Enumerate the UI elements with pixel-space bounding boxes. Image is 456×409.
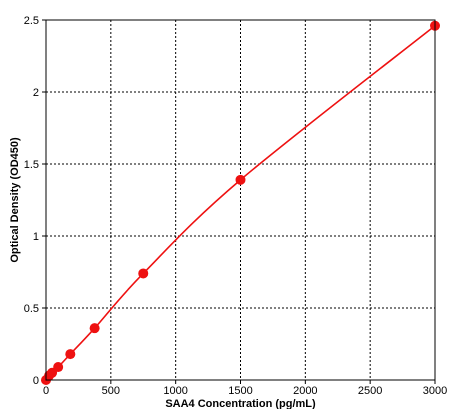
- grid: [46, 20, 435, 380]
- fit-curve-group: [45, 25, 436, 381]
- data-point: [138, 268, 149, 279]
- x-tick-label: 2500: [358, 385, 382, 397]
- y-tick-label: 2.5: [24, 15, 39, 27]
- data-point: [89, 323, 100, 334]
- x-tick-label: 500: [102, 385, 120, 397]
- x-tick-label: 1000: [163, 385, 187, 397]
- y-tick-label: 0.5: [24, 303, 39, 315]
- plot-area-frame: [45, 19, 436, 381]
- y-tick-label: 0: [33, 375, 39, 387]
- x-tick-label: 2000: [293, 385, 317, 397]
- y-tick-label: 1.5: [24, 159, 39, 171]
- x-tick-label: 0: [43, 385, 49, 397]
- data-point: [235, 174, 246, 185]
- ticks: 0 500 1000 1500 2000 2500 3000 0 0.5 1 1.5 2 2.5: [24, 15, 448, 397]
- x-tick-label: 1500: [228, 385, 252, 397]
- y-tick-label: 2: [33, 87, 39, 99]
- data-points: [41, 20, 440, 385]
- y-axis-title: Optical Density (OD450): [9, 137, 21, 263]
- data-point: [53, 362, 64, 373]
- x-tick-label: 3000: [423, 385, 447, 397]
- fit-curve: [45, 25, 436, 381]
- y-tick-label: 1: [33, 231, 39, 243]
- data-point: [65, 349, 76, 360]
- x-axis-title: SAA4 Concentration (pg/mL): [165, 398, 316, 409]
